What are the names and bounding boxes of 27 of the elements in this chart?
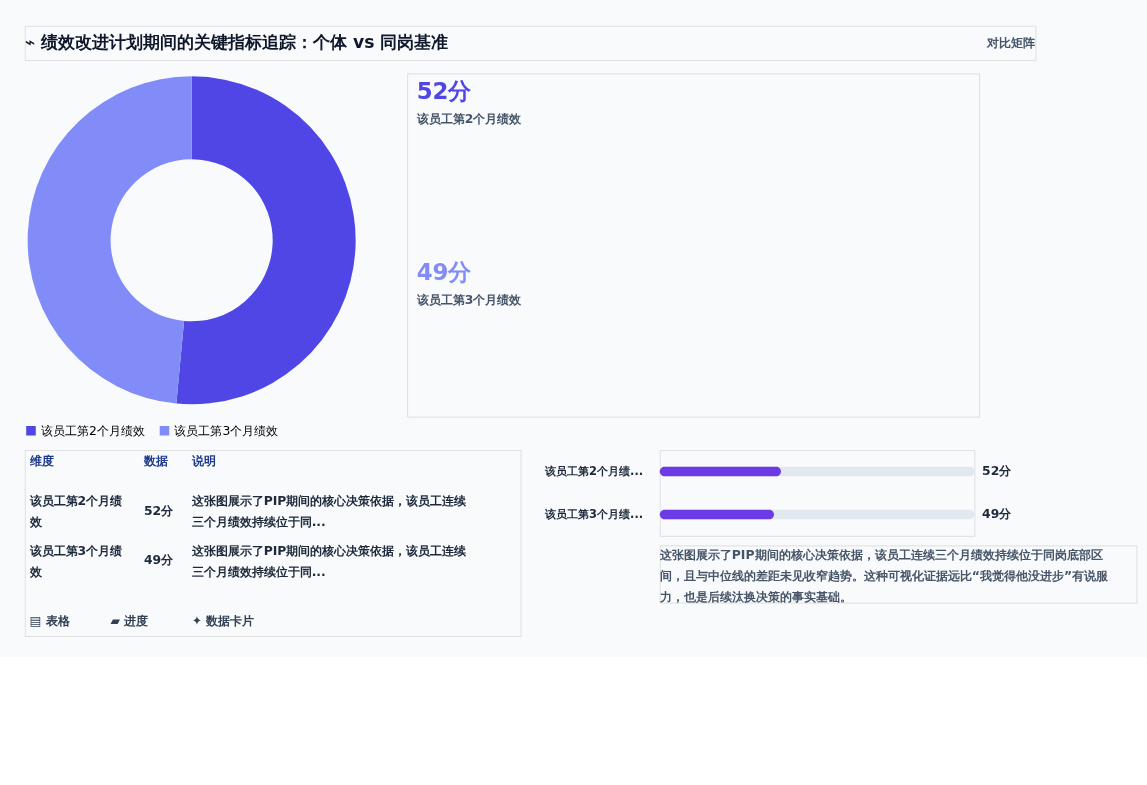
text: 52分 [143,502,175,518]
donut-slice [176,76,356,405]
data-label: 49分 [982,506,1013,522]
text: 这张图展示了PIP期间的核心决策依据，该员工连续三个月绩效持续位于同... [190,493,468,530]
text: 52分 [416,78,473,105]
text: ▰ 进度 [110,613,149,629]
slice-label: 该员工第3个月绩效 [28,542,123,579]
y-tick-label: 该员工第2个月绩... [544,464,644,479]
text: 说明 [190,453,216,469]
chart-title: ⌁ 绩效改进计划期间的关键指标追踪：个体 vs 同岗基准 [24,31,449,52]
text: 49分 [143,552,175,568]
text: 这张图展示了PIP期间的核心决策依据，该员工连续三个月绩效持续位于同岗底部区间，且与中位线的差距未见收窄趋势。这种可视化证据远比“我觉得他没进步”有说服力，也是后续汰换决策的事实基础。 [658,546,1110,604]
legend-label: 该员工第3个月绩效 [174,422,279,438]
text: 49分 [416,259,473,286]
donut-slice [27,76,192,404]
text: 该员工第2个月绩效 [28,493,123,530]
slice-label: 该员工第2个月绩效 [415,111,523,127]
text: 这张图展示了PIP期间的核心决策依据，该员工连续三个月绩效持续位于同... [190,542,468,579]
text: 对比矩阵 [986,34,1036,50]
data-label: 52分 [982,463,1013,479]
y-tick-label: 该员工第3个月绩... [544,507,644,522]
text: 维度 [28,453,54,469]
text: ✦ 数据卡片 [191,613,255,629]
text: 数据 [142,453,168,469]
legend-label: 该员工第2个月绩效 [41,422,145,438]
text: ▤ 表格 [29,613,71,629]
text: 该员工第3个月绩效 [415,292,523,308]
